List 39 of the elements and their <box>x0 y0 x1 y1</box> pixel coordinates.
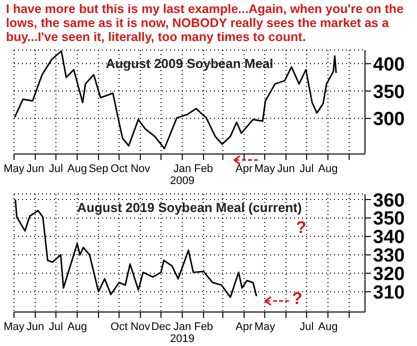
y-tick-label: 350 <box>373 208 405 230</box>
x-tick-label: Jul <box>48 321 63 333</box>
x-tick-label: Aug <box>318 321 338 333</box>
y-tick-label: 340 <box>373 227 405 248</box>
x-tick-label: Jul <box>48 163 63 175</box>
x-tick-label: May <box>4 163 25 175</box>
x-tick-label: May <box>254 321 276 333</box>
x-tick-label: Aug <box>67 163 87 175</box>
x-tick-label: Dec <box>151 321 172 333</box>
annotation: ? <box>292 289 302 309</box>
text: I have more but this is my last example...Again, when you're on the lows, the same as it is now, NOBODY really sees the market as a buy...I've seen it, literally, too many times to count. <box>6 2 405 44</box>
x-tick-label: May <box>4 321 25 333</box>
x-tick-label: Apr <box>236 163 253 175</box>
x-tick-label: Aug <box>318 163 338 175</box>
y-tick-label: 330 <box>373 246 405 267</box>
x-tick-label: Jul <box>300 163 314 175</box>
x-tick-label: Jun <box>26 321 44 333</box>
x-tick-label: Nov <box>130 321 151 333</box>
x-tick-label: Feb <box>194 163 214 175</box>
annotation: ? <box>296 218 306 238</box>
x-tick-label: Apr <box>236 321 253 333</box>
y-tick-label: 400 <box>373 54 405 76</box>
x-tick-label: Jul <box>300 321 314 333</box>
x-tick-label: Feb <box>194 321 214 333</box>
x-tick-label: Jun <box>26 163 44 175</box>
y-tick-label: 300 <box>373 109 405 130</box>
text: August 2019 Soybean Meal (current) <box>76 200 303 215</box>
text: August 2009 Soybean Meal <box>104 56 274 71</box>
y-tick-label: 360 <box>373 190 405 212</box>
x-tick-label: Aug <box>67 321 87 333</box>
x-tick-label: Oct <box>110 163 128 175</box>
x-tick-label: Jun <box>277 163 295 175</box>
x-tick-label: Jan 2009 <box>170 163 195 187</box>
x-tick-label: Nov <box>130 163 151 175</box>
x-tick-label: May <box>254 163 276 175</box>
x-tick-label: Jan 2019 <box>170 321 195 345</box>
x-tick-label: Sep <box>88 163 108 175</box>
y-tick-label: 350 <box>373 82 405 103</box>
x-tick-label: Oct <box>110 321 128 333</box>
